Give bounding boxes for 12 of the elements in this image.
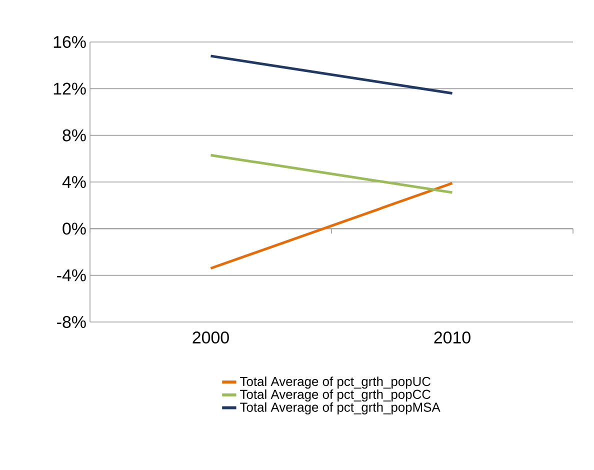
legend-label: Total Average of pct_grth_popMSA bbox=[240, 402, 440, 414]
y-tick-label: 12% bbox=[54, 82, 86, 95]
y-tick-label: 8% bbox=[62, 129, 86, 142]
legend-label: Total Average of pct_grth_popCC bbox=[240, 389, 431, 402]
y-tick-label: -4% bbox=[57, 269, 86, 282]
legend-label: Total Average of pct_grth_popUC bbox=[240, 376, 431, 389]
y-tick-label: -8% bbox=[57, 316, 86, 328]
y-tick-label: 16% bbox=[54, 36, 86, 48]
x-tick-label: 2010 bbox=[434, 331, 470, 344]
x-tick-label: 2000 bbox=[192, 331, 229, 344]
y-tick-label: 0% bbox=[62, 222, 86, 235]
y-tick-label: 4% bbox=[62, 176, 86, 188]
